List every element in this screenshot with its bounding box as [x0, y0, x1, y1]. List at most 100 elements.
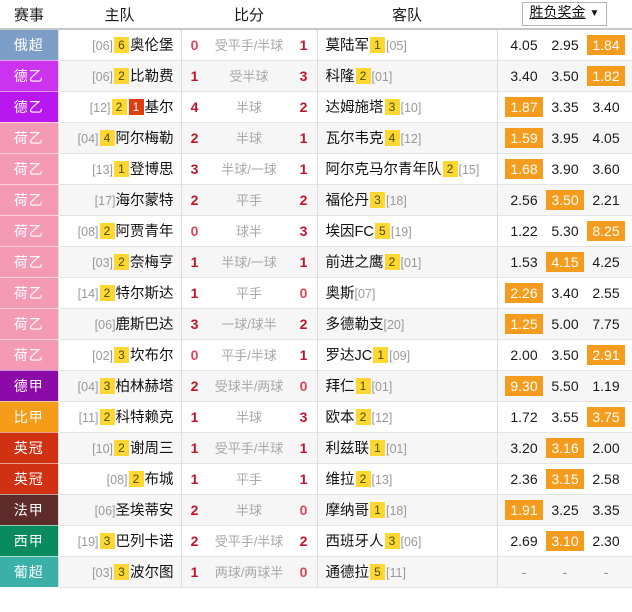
odds-value[interactable]: 3.20 [510, 439, 538, 456]
away-team-cell[interactable]: 西班牙人 3 [06] [316, 525, 497, 557]
odds-value[interactable]: 1.72 [510, 408, 538, 425]
home-team-cell[interactable]: [06]圣埃蒂安 [57, 494, 181, 526]
odds-cell[interactable]: 9.30 5.50 1.19 [496, 370, 632, 402]
score-cell[interactable]: 2 半球 0 [180, 494, 317, 526]
odds-cell[interactable]: 2.69 3.10 2.30 [496, 525, 632, 557]
table-row[interactable]: 德乙 [12] 2 1 基尔 4 半球 2 达姆施塔 3 [10] 1.87 3.35 3.40 [0, 91, 632, 123]
home-team-cell[interactable]: [04] 3 柏林赫塔 [57, 370, 181, 402]
table-row[interactable]: 英冠 [08] 2 布城 1 平手 1 维拉 2 [13] 2.36 3.15 2.58 [0, 463, 632, 495]
odds-value[interactable]: 2.58 [592, 470, 620, 487]
odds-cell[interactable]: 1.68 3.90 3.60 [496, 153, 632, 185]
table-row[interactable]: 荷乙 [14] 2 特尔斯达 1 平手 0 奥斯[07] 2.26 3.40 2.55 [0, 277, 632, 309]
odds-cell[interactable]: 1.22 5.30 8.25 [496, 215, 632, 247]
odds-value[interactable]: - [603, 563, 609, 580]
column-header-league[interactable]: 赛事 [0, 0, 58, 30]
odds-value[interactable]: 1.82 [587, 65, 625, 86]
table-row[interactable]: 荷乙 [02] 3 坎布尔 0 平手/半球 1 罗达JC 1 [09] 2.00 3.50 2.91 [0, 339, 632, 371]
home-team-cell[interactable]: [19] 3 巴列卡诺 [57, 525, 181, 557]
odds-cell[interactable]: 4.05 2.95 1.84 [496, 29, 632, 61]
column-header-away-team[interactable]: 客队 [317, 0, 497, 30]
odds-value[interactable]: 2.00 [592, 439, 620, 456]
away-team-cell[interactable]: 利兹联 1 [01] [316, 432, 497, 464]
score-cell[interactable]: 1 受平手/半球 1 [180, 432, 317, 464]
odds-cell[interactable]: 2.26 3.40 2.55 [496, 277, 632, 309]
table-row[interactable]: 荷乙 [06]鹿斯巴达 3 一球/球半 2 多德勒支[20] 1.25 5.00 7.75 [0, 308, 632, 340]
odds-value[interactable]: 8.25 [587, 220, 625, 241]
home-team-cell[interactable]: [10] 2 谢周三 [57, 432, 181, 464]
odds-value[interactable]: 1.19 [592, 377, 620, 394]
odds-value[interactable]: 3.10 [546, 530, 584, 551]
odds-value[interactable]: 3.25 [551, 501, 579, 518]
odds-cell[interactable]: 1.53 4.15 4.25 [496, 246, 632, 278]
odds-cell[interactable]: 1.87 3.35 3.40 [496, 91, 632, 123]
odds-cell[interactable]: 1.91 3.25 3.35 [496, 494, 632, 526]
away-team-cell[interactable]: 福伦丹 3 [18] [316, 184, 497, 216]
odds-value[interactable]: 2.69 [510, 532, 538, 549]
odds-value[interactable]: 3.75 [587, 406, 625, 427]
odds-cell[interactable]: 1.72 3.55 3.75 [496, 401, 632, 433]
home-team-cell[interactable]: [17]海尔蒙特 [57, 184, 181, 216]
league-tag[interactable]: 比甲 [0, 401, 58, 433]
away-team-cell[interactable]: 瓦尔韦克 4 [12] [316, 122, 497, 154]
column-header-score[interactable]: 比分 [181, 0, 317, 30]
score-cell[interactable]: 2 受平手/半球 2 [180, 525, 317, 557]
league-tag[interactable]: 法甲 [0, 494, 58, 526]
home-team-cell[interactable]: [04] 4 阿尔梅勒 [57, 122, 181, 154]
odds-value[interactable]: 2.21 [592, 191, 620, 208]
odds-value[interactable]: 3.50 [551, 346, 579, 363]
odds-value[interactable]: 2.95 [551, 36, 579, 53]
odds-value[interactable]: 3.50 [546, 189, 584, 210]
league-tag[interactable]: 荷乙 [0, 339, 58, 371]
away-team-cell[interactable]: 拜仁 1 [01] [316, 370, 497, 402]
odds-value[interactable]: 1.91 [505, 499, 543, 520]
odds-value[interactable]: 1.53 [510, 253, 538, 270]
odds-value[interactable]: 9.30 [505, 375, 543, 396]
odds-value[interactable]: 1.25 [505, 313, 543, 334]
league-tag[interactable]: 荷乙 [0, 277, 58, 309]
away-team-cell[interactable]: 达姆施塔 3 [10] [316, 91, 497, 123]
odds-value[interactable]: 3.16 [546, 437, 584, 458]
odds-value[interactable]: 1.22 [510, 222, 538, 239]
home-team-cell[interactable]: [11] 2 科特赖克 [57, 401, 181, 433]
table-row[interactable]: 荷乙 [13] 1 登博思 3 半球/一球 1 阿尔克马尔青年队 2 [15] 1.68 3.90 3.… [0, 153, 632, 185]
odds-cell[interactable]: 2.56 3.50 2.21 [496, 184, 632, 216]
odds-value[interactable]: 3.35 [592, 501, 620, 518]
odds-value[interactable]: 1.59 [505, 127, 543, 148]
table-row[interactable]: 比甲 [11] 2 科特赖克 1 半球 3 欧本 2 [12] 1.72 3.55 3.75 [0, 401, 632, 433]
home-team-cell[interactable]: [02] 3 坎布尔 [57, 339, 181, 371]
away-team-cell[interactable]: 欧本 2 [12] [316, 401, 497, 433]
odds-value[interactable]: 3.55 [551, 408, 579, 425]
odds-value[interactable]: 2.56 [510, 191, 538, 208]
score-cell[interactable]: 1 两球/两球半 0 [180, 556, 317, 588]
league-tag[interactable]: 英冠 [0, 463, 58, 495]
away-team-cell[interactable]: 摩纳哥 1 [18] [316, 494, 497, 526]
table-row[interactable]: 荷乙 [08] 2 阿贾青年 0 球半 3 埃因FC 5 [19] 1.22 5.30 8.25 [0, 215, 632, 247]
league-tag[interactable]: 荷乙 [0, 215, 58, 247]
score-cell[interactable]: 1 平手 0 [180, 277, 317, 309]
league-tag[interactable]: 西甲 [0, 525, 58, 557]
score-cell[interactable]: 4 半球 2 [180, 91, 317, 123]
odds-value[interactable]: 2.00 [510, 346, 538, 363]
league-tag[interactable]: 荷乙 [0, 153, 58, 185]
table-row[interactable]: 俄超 [06] 6 奥伦堡 0 受平手/半球 1 莫陆军 1 [05] 4.05 2.95 1.84 [0, 29, 632, 61]
score-cell[interactable]: 0 球半 3 [180, 215, 317, 247]
away-team-cell[interactable]: 罗达JC 1 [09] [316, 339, 497, 371]
league-tag[interactable]: 荷乙 [0, 184, 58, 216]
league-tag[interactable]: 德乙 [0, 91, 58, 123]
table-row[interactable]: 德乙 [06] 2 比勒费 1 受半球 3 科隆 2 [01] 3.40 3.50 1.82 [0, 60, 632, 92]
home-team-cell[interactable]: [03] 2 奈梅亨 [57, 246, 181, 278]
odds-value[interactable]: 4.05 [592, 129, 620, 146]
league-tag[interactable]: 荷乙 [0, 246, 58, 278]
column-header-home-team[interactable]: 主队 [58, 0, 181, 30]
odds-cell[interactable]: --- [496, 556, 632, 588]
odds-value[interactable]: 1.84 [587, 34, 625, 55]
score-cell[interactable]: 1 半球/一球 1 [180, 246, 317, 278]
odds-value[interactable]: 2.55 [592, 284, 620, 301]
home-team-cell[interactable]: [08] 2 阿贾青年 [57, 215, 181, 247]
away-team-cell[interactable]: 阿尔克马尔青年队 2 [15] [316, 153, 497, 185]
league-tag[interactable]: 英冠 [0, 432, 58, 464]
league-tag[interactable]: 荷乙 [0, 122, 58, 154]
home-team-cell[interactable]: [13] 1 登博思 [57, 153, 181, 185]
score-cell[interactable]: 0 平手/半球 1 [180, 339, 317, 371]
away-team-cell[interactable]: 埃因FC 5 [19] [316, 215, 497, 247]
